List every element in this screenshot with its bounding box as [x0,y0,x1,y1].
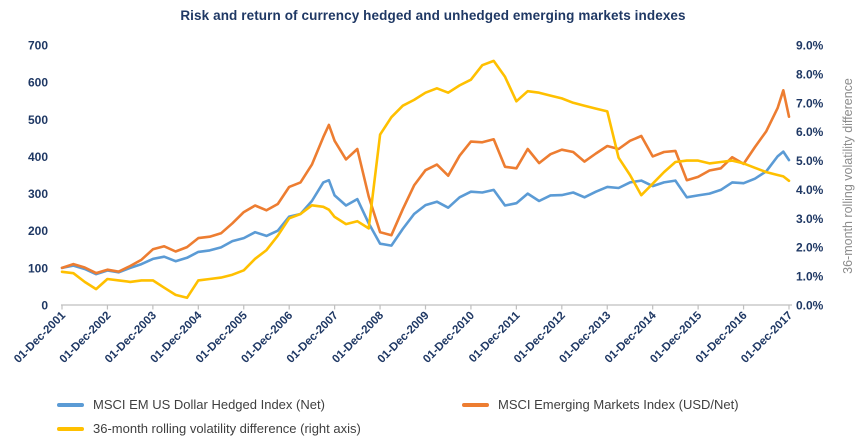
right-axis-label: 1.0% [796,270,824,284]
left-axis-label: 400 [28,150,48,164]
right-axis-label: 7.0% [796,96,824,110]
left-axis-label: 500 [28,113,48,127]
left-axis-label: 300 [28,187,48,201]
legend-item-unhedged-index: MSCI Emerging Markets Index (USD/Net) [462,398,739,412]
right-axis-label: 0.0% [796,299,824,313]
legend-label-volatility-difference: 36-month rolling volatility difference (… [93,421,361,436]
right-axis-title: 36-month rolling volatility difference [841,78,855,274]
chart-title: Risk and return of currency hedged and u… [180,8,686,23]
left-axis-label: 100 [28,261,48,275]
right-axis-label: 2.0% [796,241,824,255]
legend-swatch-unhedged-index [462,403,489,407]
legend-label-hedged-index: MSCI EM US Dollar Hedged Index (Net) [93,397,325,412]
right-axis-label: 6.0% [796,125,824,139]
right-axis-label: 3.0% [796,212,824,226]
series-line-2 [60,59,791,300]
series-line-1 [60,89,791,275]
right-axis-label: 5.0% [796,154,824,168]
right-axis-label: 4.0% [796,183,824,197]
legend-swatch-hedged-index [57,403,84,407]
left-axis-label: 700 [28,39,48,53]
left-axis-label: 200 [28,224,48,238]
right-axis-label: 9.0% [796,39,824,53]
legend-swatch-volatility-difference [57,427,84,431]
legend-item-hedged-index: MSCI EM US Dollar Hedged Index (Net) [57,398,325,412]
legend-label-unhedged-index: MSCI Emerging Markets Index (USD/Net) [498,397,739,412]
left-axis-label: 600 [28,76,48,90]
right-axis-label: 8.0% [796,67,824,81]
legend-item-volatility-difference: 36-month rolling volatility difference (… [57,422,361,436]
series-line-0 [60,150,791,276]
left-axis-label: 0 [41,299,48,313]
